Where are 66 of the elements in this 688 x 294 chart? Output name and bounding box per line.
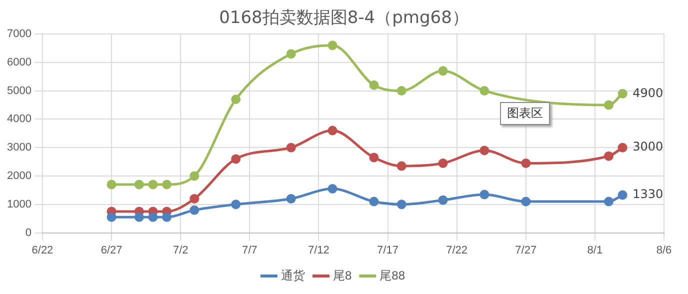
point [604, 100, 614, 110]
x-tick-label: 7/12 [308, 244, 330, 256]
x-tick-label: 7/2 [172, 244, 188, 256]
point [396, 200, 406, 210]
legend-label: 通货 [280, 268, 305, 282]
x-tick-label: 6/22 [32, 244, 54, 256]
y-tick-label: 7000 [6, 28, 32, 40]
legend-label: 尾88 [380, 268, 406, 282]
y-tick-label: 1000 [6, 198, 32, 210]
point [286, 142, 296, 152]
point [604, 196, 614, 206]
data-label: 4900 [632, 86, 664, 100]
point [328, 40, 338, 50]
point [438, 66, 448, 76]
x-tick-label: 7/7 [242, 244, 258, 256]
point [604, 151, 614, 161]
y-tick-label: 2000 [6, 170, 32, 182]
point [231, 200, 241, 210]
point [438, 195, 448, 205]
point [190, 194, 200, 204]
point [369, 80, 379, 90]
x-tick-label: 6/27 [100, 244, 122, 256]
y-tick-label: 0 [25, 226, 32, 239]
x-tick-label: 7/27 [515, 244, 537, 256]
y-tick-label: 4000 [6, 113, 32, 126]
x-tick-label: 8/1 [587, 244, 603, 256]
point [328, 126, 338, 136]
y-tick-label: 5000 [6, 84, 32, 97]
point [148, 180, 158, 190]
data-label: 1330 [632, 187, 664, 202]
point [369, 196, 379, 206]
point [521, 196, 531, 206]
point [396, 161, 406, 171]
point [134, 180, 144, 190]
point [231, 94, 241, 104]
legend-label: 尾8 [332, 268, 352, 282]
y-tick-label: 3000 [6, 142, 32, 154]
point [106, 180, 116, 190]
data-label: 3000 [632, 140, 664, 154]
point [618, 142, 628, 152]
point [480, 146, 490, 156]
point [521, 158, 531, 168]
point [190, 171, 200, 181]
x-tick-label: 7/17 [377, 244, 398, 256]
point [231, 154, 241, 164]
point [396, 86, 406, 96]
point [134, 212, 144, 222]
x-tick-label: 8/6 [656, 244, 672, 256]
point [618, 190, 628, 200]
point [162, 212, 172, 222]
annotation: 图表区 [500, 102, 550, 125]
point [148, 212, 158, 222]
x-tick-label: 7/22 [446, 244, 468, 256]
point [328, 184, 338, 194]
point [480, 86, 490, 96]
point [369, 152, 379, 162]
point [190, 205, 200, 215]
point [438, 158, 448, 168]
point [286, 49, 296, 59]
point [162, 180, 172, 190]
point [286, 194, 296, 204]
chart-title: 0168拍卖数据图8-4（pmg68） [218, 7, 470, 29]
y-tick-label: 6000 [6, 56, 32, 68]
point [618, 88, 628, 98]
point [480, 190, 490, 200]
point [106, 212, 116, 222]
